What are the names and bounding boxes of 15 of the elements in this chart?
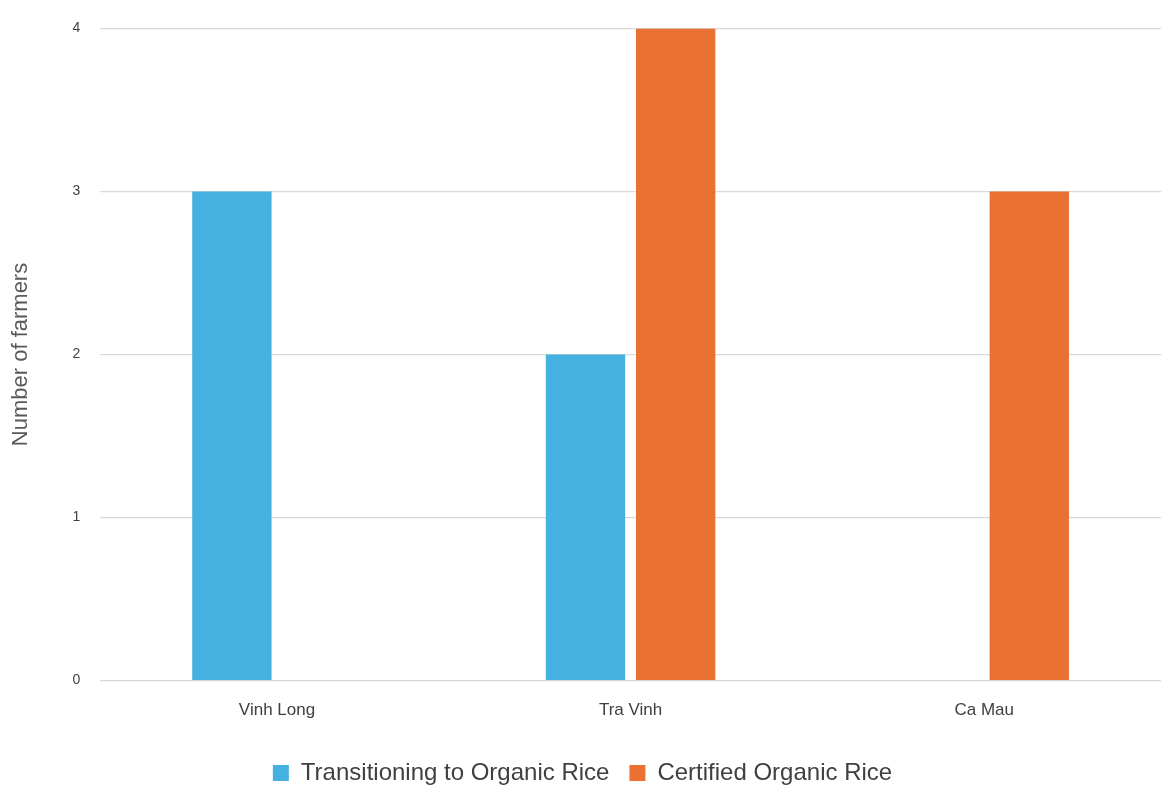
y-tick-label: 2 (72, 345, 81, 362)
x-tick-label: Vinh Long (238, 700, 316, 720)
bar (192, 191, 272, 680)
y-axis-title: Number of farmers (7, 262, 33, 447)
bar (636, 28, 716, 680)
y-tick-label: 4 (72, 19, 81, 36)
x-tick-label: Ca Mau (954, 700, 1014, 720)
bar (989, 191, 1069, 680)
y-tick-label: 1 (72, 508, 81, 525)
y-tick-label: 3 (72, 182, 81, 199)
x-tick-label: Tra Vinh (598, 700, 663, 720)
y-tick-label: 0 (72, 671, 81, 688)
legend-label: Transitioning to Organic Rice (300, 757, 610, 785)
legend-label: Certified Organic Rice (657, 757, 893, 785)
bar (545, 354, 626, 680)
